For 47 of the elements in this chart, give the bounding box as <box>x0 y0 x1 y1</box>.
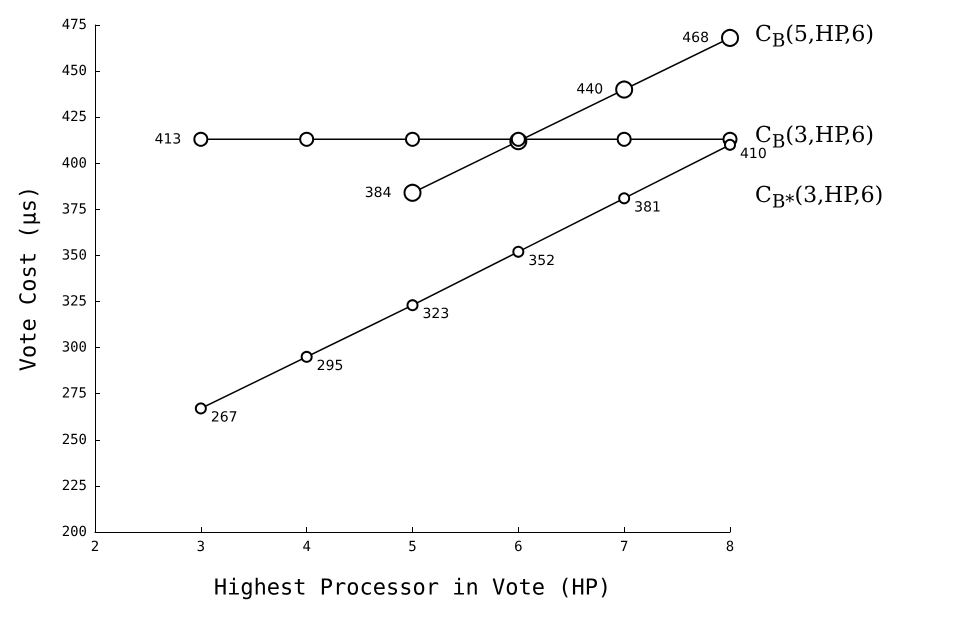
y-tick-label: 475 <box>62 17 87 33</box>
data-label: 410 <box>740 146 767 162</box>
point <box>194 402 207 414</box>
y-tick-label: 325 <box>62 294 87 310</box>
y-tick-label: 275 <box>62 386 87 402</box>
point <box>510 132 526 147</box>
point <box>512 246 524 258</box>
y-tick-label: 200 <box>62 524 87 540</box>
x-tick-label: 7 <box>620 539 628 555</box>
y-tick-label: 300 <box>62 340 87 356</box>
y-tick-label: 450 <box>62 63 87 80</box>
data-label: 295 <box>316 358 344 374</box>
point <box>299 132 314 147</box>
y-tick-label: 350 <box>62 247 87 264</box>
point <box>193 132 208 147</box>
point <box>404 184 422 202</box>
x-tick-label: 5 <box>408 539 417 555</box>
series-label: C$_{B}$(5,HP,6) <box>755 22 874 52</box>
data-label: 267 <box>210 409 238 426</box>
point <box>406 299 418 312</box>
series-label: C$_{B*}$(3,HP,6) <box>755 183 884 213</box>
y-axis-title: Vote Cost (µs) <box>16 186 42 372</box>
data-label: 381 <box>634 199 661 216</box>
y-tick-label: 225 <box>62 478 87 494</box>
y-tick-label: 250 <box>62 432 87 448</box>
x-axis-title: Highest Processor in Vote (HP) <box>214 576 612 600</box>
point <box>405 132 420 147</box>
x-tick-label: 8 <box>726 539 734 555</box>
y-tick-label: 425 <box>62 109 87 126</box>
data-label: 323 <box>422 306 450 322</box>
point <box>618 192 630 204</box>
point <box>721 28 739 47</box>
data-label: 352 <box>528 252 556 269</box>
point <box>615 80 634 99</box>
x-tick-label: 4 <box>302 539 311 555</box>
data-label: 468 <box>682 30 709 46</box>
y-tick-label: 400 <box>62 155 87 172</box>
data-label: 440 <box>576 82 604 98</box>
data-label: 413 <box>154 131 182 148</box>
x-tick-label: 2 <box>90 539 100 555</box>
data-label: 384 <box>364 184 392 201</box>
point <box>300 350 313 363</box>
x-tick-label: 6 <box>514 539 523 555</box>
point <box>616 132 632 147</box>
x-tick-label: 3 <box>196 539 206 555</box>
y-tick-label: 375 <box>62 201 87 218</box>
point <box>724 138 736 151</box>
